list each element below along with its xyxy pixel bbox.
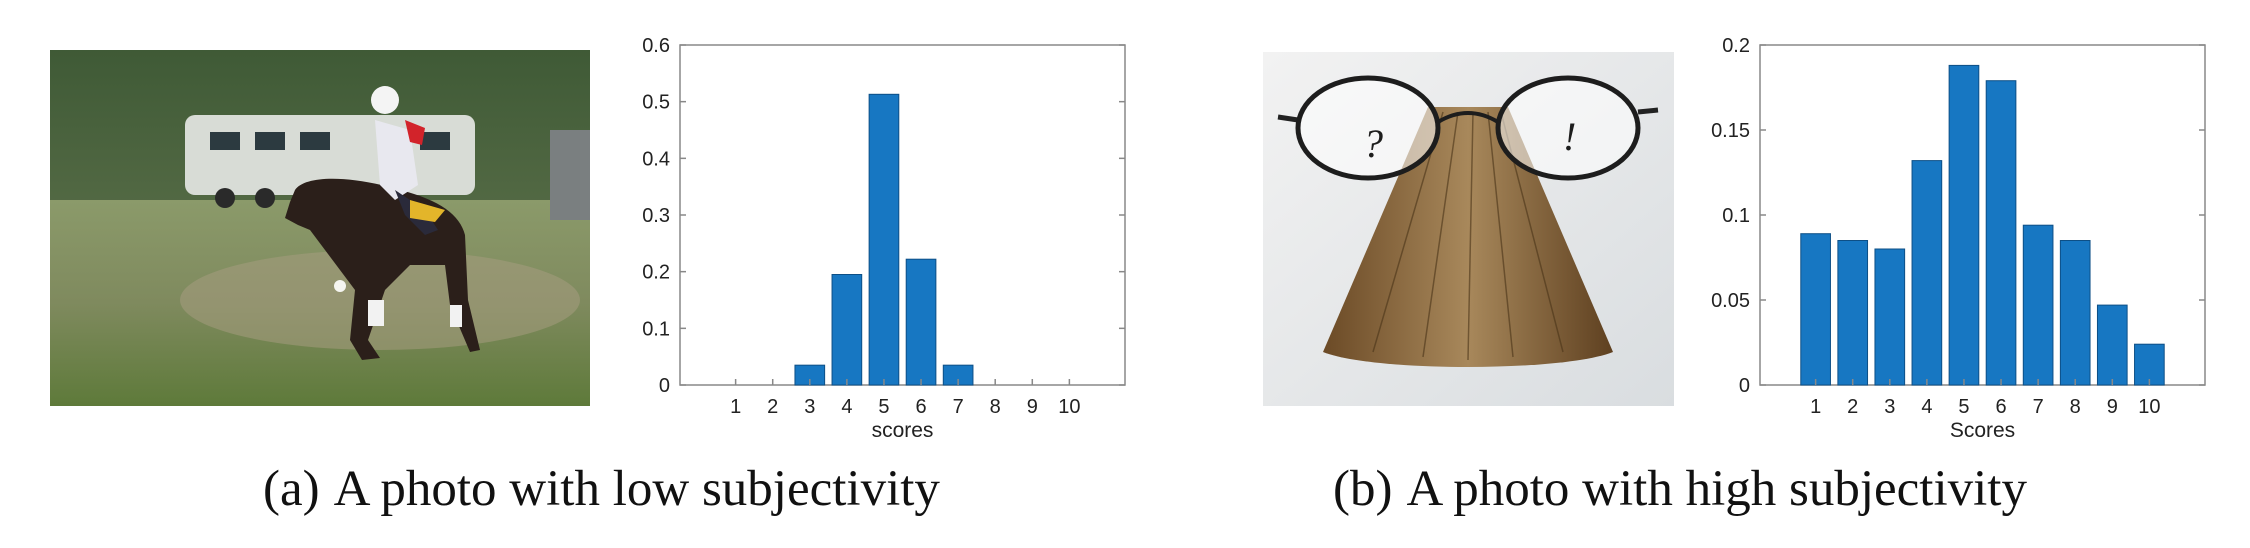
glasses-book-photo: ? ! <box>1263 52 1674 406</box>
x-tick-label: 1 <box>1810 396 1821 418</box>
y-tick-label: 0.1 <box>642 318 670 340</box>
score-histogram-low: 0 0.1 0.2 0.3 0.4 0.5 0.6 1 2 3 4 5 6 7 8 9 10 scores <box>620 20 1140 460</box>
score-histogram-high: 0 0.05 0.1 0.15 0.2 1 2 3 4 5 6 7 8 9 10 Scores <box>1700 20 2220 460</box>
caption-a-marker: (a) <box>263 461 320 517</box>
x-tick-label: 9 <box>2107 396 2118 418</box>
y-tick-label: 0.4 <box>642 148 670 170</box>
x-tick-label: 8 <box>990 396 1001 418</box>
y-tick-label: 0 <box>1739 375 1750 397</box>
x-tick-label: 8 <box>2070 396 2081 418</box>
lens-exclamation-mark: ! <box>1563 114 1576 159</box>
bar-score-4 <box>1912 161 1942 385</box>
glasses-book-illustration: ? ! <box>1263 52 1674 406</box>
bar-score-4 <box>832 275 862 386</box>
x-axis-label: Scores <box>1950 419 2015 442</box>
y-tick-label: 0.05 <box>1711 290 1750 312</box>
x-tick-label: 10 <box>2138 396 2160 418</box>
caption-b-marker: (b) <box>1333 461 1392 517</box>
bar-score-9 <box>2097 305 2127 385</box>
y-tick-label: 0.15 <box>1711 120 1750 142</box>
y-tick-label: 0.1 <box>1722 205 1750 227</box>
bar-score-8 <box>2060 241 2090 386</box>
y-tick-label: 0.2 <box>642 262 670 284</box>
x-tick-label: 9 <box>1027 396 1038 418</box>
x-tick-label: 4 <box>1921 396 1932 418</box>
caption-b: (b) A photo with high subjectivity <box>1333 460 2041 518</box>
bar-score-10 <box>2135 344 2165 385</box>
y-tick-label: 0.3 <box>642 205 670 227</box>
polo-photo-illustration <box>50 50 590 406</box>
x-tick-label: 5 <box>878 396 889 418</box>
x-tick-label: 4 <box>841 396 852 418</box>
x-tick-label: 1 <box>730 396 741 418</box>
lens-question-mark: ? <box>1363 121 1383 166</box>
x-tick-label: 10 <box>1058 396 1080 418</box>
caption-a: (a) A photo with low subjectivity <box>263 460 954 518</box>
x-tick-label: 3 <box>804 396 815 418</box>
polo-ball <box>334 280 346 292</box>
x-tick-label: 6 <box>1995 396 2006 418</box>
x-tick-label: 7 <box>953 396 964 418</box>
bar-score-6 <box>906 259 936 385</box>
x-tick-label: 6 <box>915 396 926 418</box>
y-tick-label: 0.6 <box>642 35 670 57</box>
bar-score-6 <box>1986 81 2016 385</box>
helmet <box>371 86 399 114</box>
bar-score-7 <box>2023 225 2053 385</box>
bar-score-5 <box>1949 65 1979 385</box>
bar-score-5 <box>869 94 899 385</box>
bar-score-2 <box>1838 241 1868 386</box>
polo-photo <box>50 50 590 406</box>
bar-score-3 <box>1875 249 1905 385</box>
x-tick-label: 5 <box>1958 396 1969 418</box>
bar-score-1 <box>1801 234 1831 385</box>
x-tick-label: 2 <box>1847 396 1858 418</box>
x-tick-label: 7 <box>2033 396 2044 418</box>
y-tick-label: 0.2 <box>1722 35 1750 57</box>
caption-b-text: A photo with high subjectivity <box>1406 461 2027 517</box>
x-tick-label: 2 <box>767 396 778 418</box>
caption-a-text: A photo with low subjectivity <box>334 461 940 517</box>
y-tick-label: 0 <box>659 375 670 397</box>
y-tick-label: 0.5 <box>642 92 670 114</box>
x-axis-label: scores <box>872 419 934 442</box>
x-tick-label: 3 <box>1884 396 1895 418</box>
plot-frame <box>680 45 1125 385</box>
